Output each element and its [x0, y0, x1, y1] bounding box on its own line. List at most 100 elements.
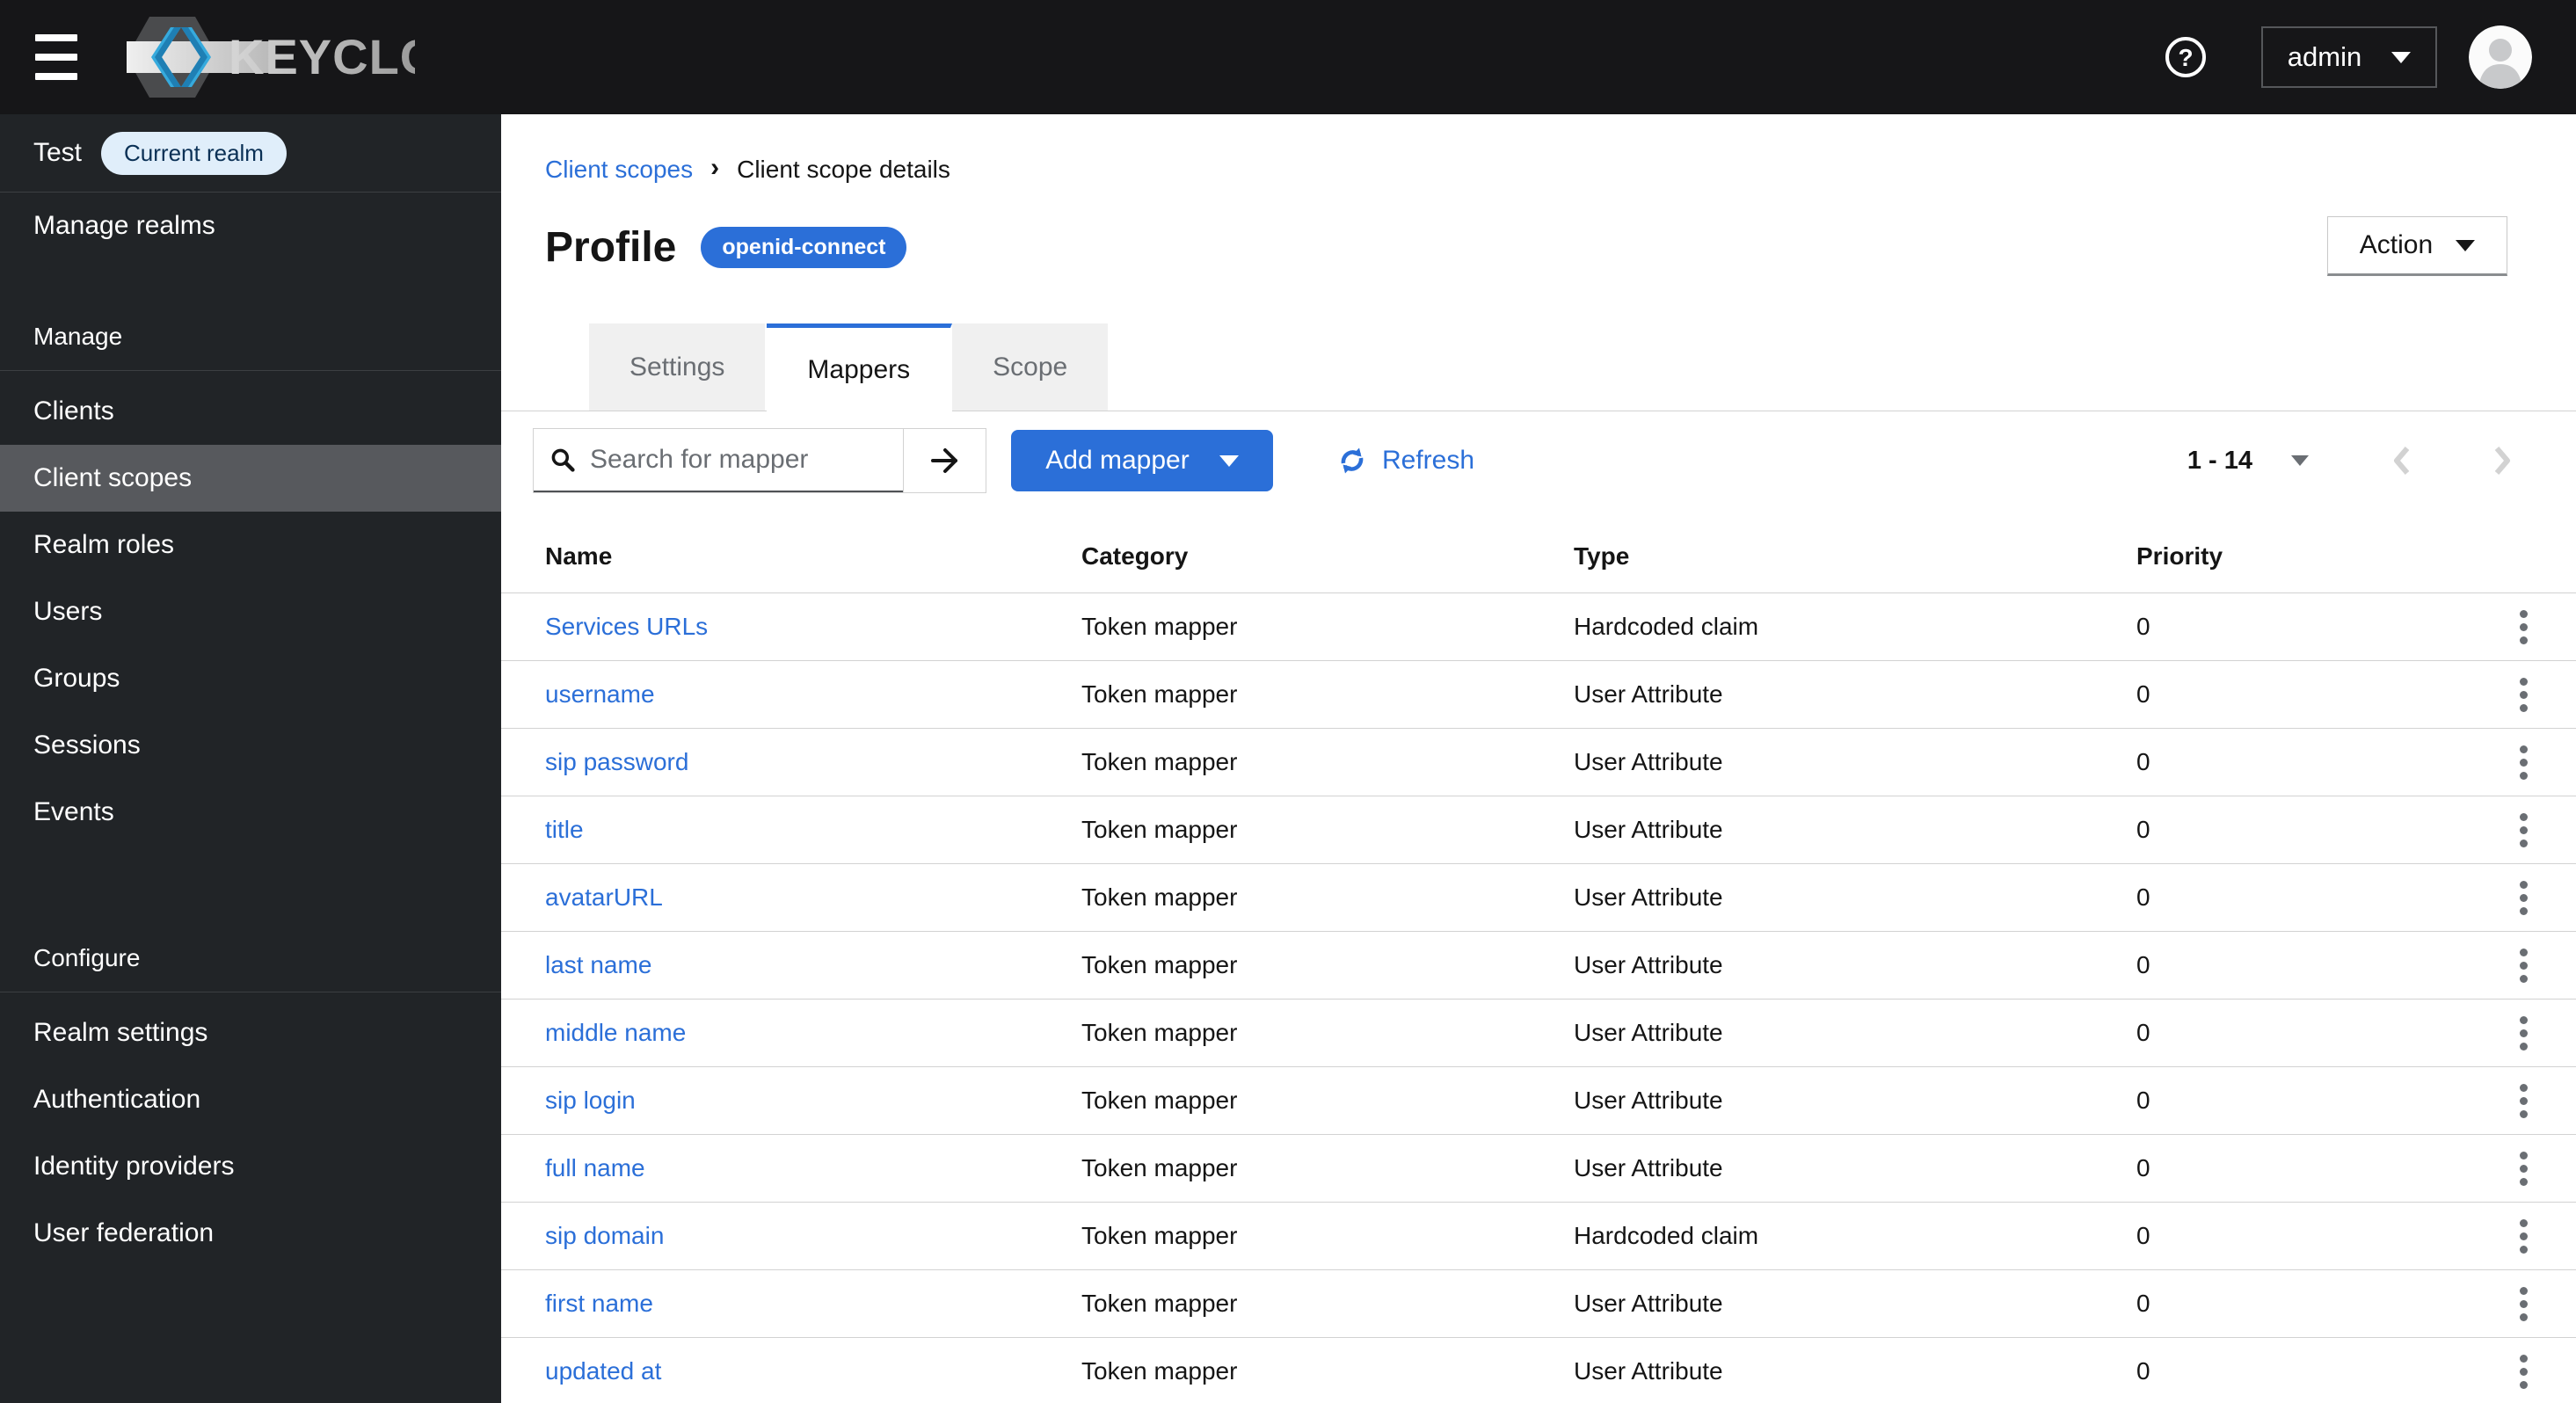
mapper-category: Token mapper: [1081, 1337, 1574, 1403]
mapper-priority: 0: [2136, 592, 2470, 661]
action-dropdown-button[interactable]: Action: [2327, 216, 2507, 276]
mapper-name-link[interactable]: full name: [545, 1154, 645, 1181]
table-row: sip login Token mapper User Attribute 0: [501, 1066, 2576, 1135]
arrow-right-icon: [930, 448, 957, 473]
breadcrumb-client-scopes-link[interactable]: Client scopes: [545, 156, 694, 183]
help-icon[interactable]: ?: [2163, 34, 2209, 80]
search-group: [533, 428, 986, 493]
kebab-menu-icon[interactable]: [2514, 672, 2533, 717]
sidebar-item[interactable]: Groups: [0, 645, 501, 712]
mapper-priority: 0: [2136, 931, 2470, 1000]
mapper-category: Token mapper: [1081, 728, 1574, 796]
kebab-menu-icon[interactable]: [2514, 1079, 2533, 1123]
mapper-priority: 0: [2136, 728, 2470, 796]
pagination: 1 - 14: [2182, 442, 2514, 479]
kebab-menu-icon[interactable]: [2514, 605, 2533, 650]
kebab-menu-icon[interactable]: [2514, 1146, 2533, 1191]
table-header-row: Name Category Type Priority: [501, 520, 2576, 593]
mapper-type: User Attribute: [1574, 999, 2136, 1067]
chevron-down-icon: [1219, 454, 1239, 467]
nav-section-title: Manage: [33, 323, 123, 350]
kebab-menu-icon[interactable]: [2514, 876, 2533, 920]
chevron-down-icon: [2391, 51, 2412, 63]
pagination-prev-button[interactable]: [2390, 442, 2414, 479]
page-header: Profile openid-connect Action: [501, 216, 2576, 278]
mapper-priority: 0: [2136, 1269, 2470, 1338]
avatar[interactable]: [2469, 25, 2532, 89]
mapper-category: Token mapper: [1081, 931, 1574, 1000]
kebab-menu-icon[interactable]: [2514, 808, 2533, 853]
mapper-priority: 0: [2136, 1202, 2470, 1270]
search-submit-button[interactable]: [903, 429, 986, 492]
sidebar-item[interactable]: Client scopes: [0, 445, 501, 512]
sidebar-item-manage-realms[interactable]: Manage realms: [0, 193, 501, 259]
mappers-table: Name Category Type Priority Services URL…: [501, 520, 2576, 1403]
sidebar-item[interactable]: Clients: [0, 378, 501, 445]
nav-section-title: Configure: [33, 944, 141, 971]
mapper-category: Token mapper: [1081, 1202, 1574, 1270]
sidebar-item[interactable]: Identity providers: [0, 1133, 501, 1200]
sidebar-item[interactable]: User federation: [0, 1200, 501, 1267]
kebab-menu-icon[interactable]: [2514, 1349, 2533, 1394]
tab[interactable]: Scope: [952, 323, 1110, 411]
mapper-type: User Attribute: [1574, 931, 2136, 1000]
kebab-menu-icon[interactable]: [2514, 943, 2533, 988]
mapper-priority: 0: [2136, 1134, 2470, 1203]
sidebar-item[interactable]: Authentication: [0, 1066, 501, 1133]
mapper-priority: 0: [2136, 863, 2470, 932]
table-row: last name Token mapper User Attribute 0: [501, 931, 2576, 1000]
mapper-name-link[interactable]: Services URLs: [545, 613, 709, 640]
mapper-name-link[interactable]: middle name: [545, 1019, 687, 1046]
user-menu-dropdown[interactable]: admin: [2261, 26, 2437, 88]
sidebar-section-manage: Manage Clients Client scopes Realm roles…: [0, 323, 501, 846]
tab-bar: Settings Mappers Scope: [501, 323, 2576, 411]
top-bar: KEYCLOAK ? admin: [0, 0, 2576, 114]
mapper-name-link[interactable]: sip password: [545, 748, 689, 775]
refresh-button[interactable]: Refresh: [1331, 444, 1480, 477]
mapper-name-link[interactable]: avatarURL: [545, 883, 663, 911]
column-header-actions: [2470, 520, 2576, 593]
kebab-menu-icon[interactable]: [2514, 1282, 2533, 1327]
mapper-name-link[interactable]: username: [545, 680, 655, 708]
realm-selector[interactable]: Test Current realm: [0, 114, 501, 193]
hamburger-menu-icon[interactable]: [35, 34, 77, 80]
mapper-name-link[interactable]: updated at: [545, 1357, 662, 1385]
add-mapper-button[interactable]: Add mapper: [1011, 430, 1273, 491]
realm-name: Test: [33, 138, 83, 167]
mapper-category: Token mapper: [1081, 1269, 1574, 1338]
topbar-right-group: ? admin: [2163, 25, 2576, 89]
search-input[interactable]: [587, 444, 903, 476]
mapper-name-link[interactable]: sip domain: [545, 1222, 665, 1249]
pagination-range-dropdown[interactable]: 1 - 14: [2182, 446, 2314, 476]
kebab-menu-icon[interactable]: [2514, 740, 2533, 785]
sidebar-item[interactable]: Users: [0, 578, 501, 645]
sidebar-item[interactable]: Realm roles: [0, 512, 501, 578]
table-row: full name Token mapper User Attribute 0: [501, 1134, 2576, 1203]
mapper-type: Hardcoded claim: [1574, 592, 2136, 661]
sidebar-nav: Test Current realm Manage realms Manage …: [0, 114, 501, 1403]
mapper-name-link[interactable]: first name: [545, 1290, 653, 1317]
mappers-toolbar: Add mapper Refresh 1 - 14: [501, 411, 2576, 498]
kebab-menu-icon[interactable]: [2514, 1011, 2533, 1056]
mapper-name-link[interactable]: last name: [545, 951, 652, 978]
tab[interactable]: Settings: [589, 323, 768, 411]
sidebar-item[interactable]: Sessions: [0, 712, 501, 779]
mapper-name-link[interactable]: sip login: [545, 1087, 636, 1114]
kebab-menu-icon[interactable]: [2514, 1214, 2533, 1259]
mapper-name-link[interactable]: title: [545, 816, 584, 843]
table-row: updated at Token mapper User Attribute 0: [501, 1337, 2576, 1403]
pagination-next-button[interactable]: [2490, 442, 2514, 479]
mapper-category: Token mapper: [1081, 999, 1574, 1067]
tab[interactable]: Mappers: [767, 323, 953, 411]
protocol-badge: openid-connect: [701, 226, 907, 268]
page-title: Profile: [545, 223, 677, 271]
sidebar-item[interactable]: Events: [0, 779, 501, 846]
mapper-priority: 0: [2136, 999, 2470, 1067]
keycloak-logo-icon: KEYCLOAK: [127, 17, 415, 98]
keycloak-logo[interactable]: KEYCLOAK: [125, 13, 415, 101]
sidebar-item[interactable]: Realm settings: [0, 1000, 501, 1066]
mapper-category: Token mapper: [1081, 660, 1574, 729]
search-icon: [551, 448, 575, 472]
current-realm-badge: Current realm: [101, 131, 287, 175]
